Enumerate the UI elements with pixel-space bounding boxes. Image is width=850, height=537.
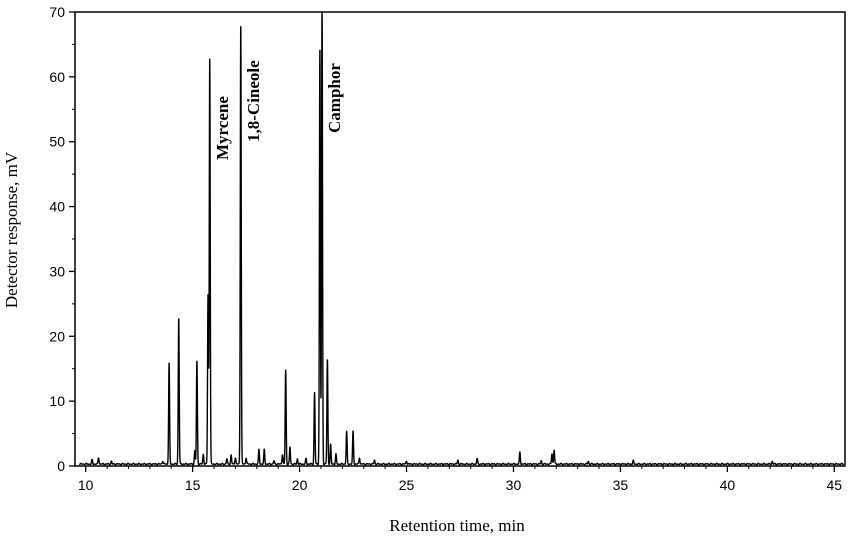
x-tick-label-15: 15 [185,477,201,493]
x-tick-label-20: 20 [292,477,308,493]
peak-label-2: Camphor [325,63,344,133]
peak-label-0: Myrcene [213,96,232,160]
x-axis-title: Retention time, min [389,516,525,535]
y-tick-label-40: 40 [49,199,65,215]
plot-frame [74,11,846,467]
y-axis-title: Detector response, mV [2,151,21,308]
ticks: 10 15 20 25 30 35 40 45 0 10 20 30 40 50 60 70 [49,4,842,493]
series-layer [78,11,845,466]
y-tick-label-10: 10 [49,393,65,409]
x-tick-label-25: 25 [399,477,415,493]
x-tick-label-35: 35 [613,477,629,493]
peak-label-1: 1,8-Cineole [244,60,263,142]
y-tick-label-20: 20 [49,328,65,344]
x-tick-label-40: 40 [720,477,736,493]
x-tick-label-30: 30 [506,477,522,493]
annotation-layer: Myrcene 1,8-Cineole Camphor [213,60,344,160]
axes [74,11,846,467]
x-tick-label-45: 45 [827,477,843,493]
y-tick-label-50: 50 [49,134,65,150]
x-tick-label-10: 10 [78,477,94,493]
y-tick-label-30: 30 [49,263,65,279]
y-tick-label-0: 0 [57,458,65,474]
series-line-0 [78,11,845,466]
y-tick-label-60: 60 [49,69,65,85]
y-tick-label-70: 70 [49,4,65,20]
